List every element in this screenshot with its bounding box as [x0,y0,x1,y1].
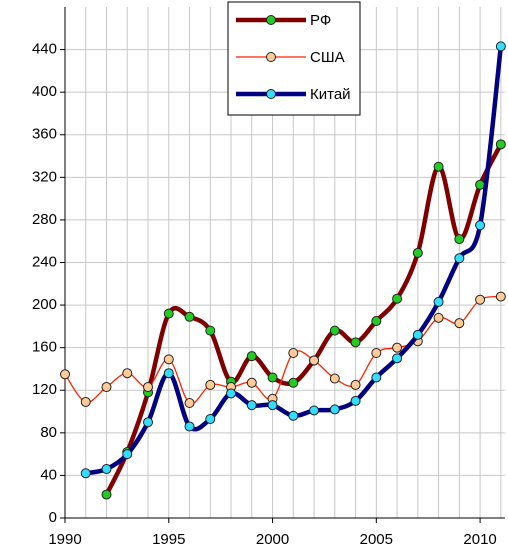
data-point [392,342,403,353]
y-tick-label: 80 [40,424,57,441]
data-point [309,355,320,366]
y-tick-label: 440 [32,41,57,58]
data-point [246,400,257,411]
y-tick-label: 200 [32,296,57,313]
data-point [143,417,154,428]
data-point [350,379,361,390]
data-point [350,337,361,348]
data-point [433,161,444,172]
data-point [495,139,506,150]
data-point [392,293,403,304]
y-tick-label: 240 [32,253,57,270]
data-point [329,325,340,336]
x-tick-label: 2010 [463,531,496,548]
data-point [288,377,299,388]
x-tick-label: 1995 [152,531,185,548]
data-point [412,329,423,340]
data-point [412,247,423,258]
data-point [454,234,465,245]
data-point [350,395,361,406]
legend-label: РФ [310,12,331,29]
legend-marker [266,15,276,25]
legend-label: США [310,49,345,66]
legend-label: Китай [310,86,351,103]
data-point [371,316,382,327]
y-tick-label: 360 [32,126,57,143]
y-tick-label: 280 [32,211,57,228]
data-point [371,372,382,383]
data-point [329,373,340,384]
x-tick-label: 2005 [360,531,393,548]
series-line [85,46,504,476]
series-line [64,295,501,405]
data-point [288,347,299,358]
data-point [454,318,465,329]
data-point [101,382,112,393]
data-point [205,413,216,424]
data-point [122,368,133,379]
y-tick-label: 320 [32,168,57,185]
data-point [205,325,216,336]
y-tick-label: 120 [32,381,57,398]
data-point [475,294,486,305]
data-point [475,220,486,231]
x-tick-label: 1990 [48,531,81,548]
data-point [205,379,216,390]
data-point [80,468,91,479]
data-point [454,253,465,264]
data-point [246,377,257,388]
data-point [143,382,154,393]
data-point [122,449,133,460]
y-tick-label: 160 [32,339,57,356]
data-point [433,312,444,323]
data-point [267,372,278,383]
data-point [371,347,382,358]
y-tick-label: 0 [49,509,57,526]
data-point [329,404,340,415]
data-point [184,311,195,322]
data-point [226,388,237,399]
data-point [184,398,195,409]
data-point [309,405,320,416]
data-point [433,296,444,307]
y-tick-label: 40 [40,466,57,483]
data-point [184,421,195,432]
data-point [288,410,299,421]
data-point [163,354,174,365]
legend-marker [266,89,276,99]
legend-marker [266,52,276,62]
data-point [163,308,174,319]
y-tick-label: 400 [32,83,57,100]
data-point [495,291,506,302]
x-tick-label: 2000 [256,531,289,548]
data-point [163,368,174,379]
data-point [267,400,278,411]
data-point [60,369,70,380]
data-point [101,489,112,500]
data-point [80,396,91,407]
data-point [495,41,506,52]
data-point [101,464,112,475]
data-point [246,351,257,362]
data-point [392,353,403,364]
